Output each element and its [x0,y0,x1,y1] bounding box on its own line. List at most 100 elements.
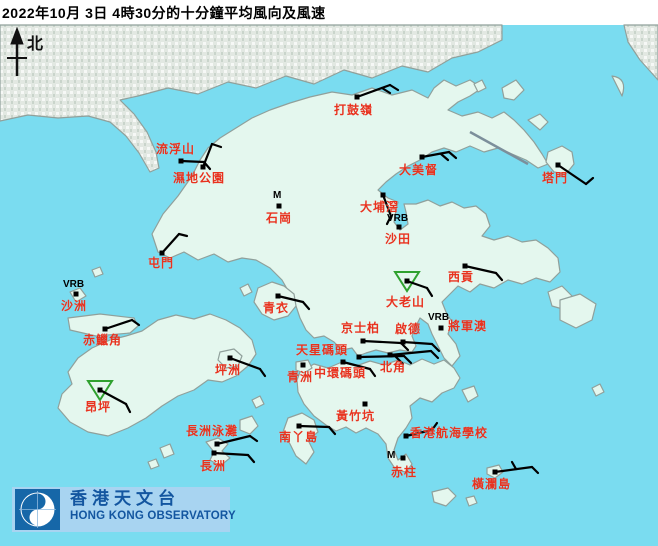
station-dot [300,362,306,368]
high-level-station-triangle [393,271,421,293]
station-dot [73,291,79,297]
wind-barb-staff [341,360,372,371]
station-label: 橫瀾島 [472,477,512,491]
wind-barb-feather [327,425,337,436]
station-dot [492,469,498,475]
station-flag-vrb: VRB [387,213,409,224]
station-label: 打鼓嶺 [334,103,374,117]
plover-cove-dam [469,130,529,166]
station-label: 大埔滘 [360,200,400,214]
wind-barb-staff [228,356,262,371]
wind-barb-feather [210,142,223,149]
station-dot [380,192,386,198]
station-label: 香港航海學校 [410,426,489,440]
station-dot [403,433,409,439]
station-label: 青洲 [287,370,314,384]
wind-barb-staff [215,434,252,446]
station-dot [396,224,402,230]
wind-barb-feather [430,342,441,353]
station-label: 屯門 [148,256,175,270]
station-dot [360,338,366,344]
station-dot [275,293,281,299]
wind-barb-staff [556,163,588,186]
wind-barb-staff [212,451,250,457]
land-tsing-yi [253,281,297,321]
station-dot [400,455,406,461]
wind-barb-staff [405,279,429,290]
wind-barb-feather [530,465,540,475]
station-label: 大美督 [399,163,439,177]
station-label: 長洲泳灘 [186,424,239,438]
station-dot [400,339,406,345]
wind-barb-feather [124,402,132,414]
station-dot [276,203,282,209]
wind-barb-feather [130,318,141,327]
small-islands [69,75,625,507]
land-lantau [57,313,257,437]
wind-barb-staff [388,349,433,357]
station-label: 長洲 [200,459,227,473]
station-flag-vrb: VRB [428,312,450,323]
station-flag-m: M [273,190,282,201]
hko-logo-icon [15,489,60,530]
station-dot [340,359,346,365]
station-dot [159,250,165,256]
station-label: 西貢 [448,270,475,284]
wind-barb-feather [584,176,595,186]
wind-barb-feather [301,300,311,311]
wind-barb-feather [177,232,189,238]
station-dot [462,263,468,269]
wind-barb-feather [388,83,400,92]
station-label: 濕地公園 [173,171,226,185]
station-label: 赤鱲角 [83,333,123,347]
wind-barb-feather [439,152,450,162]
station-label: 沙洲 [61,299,88,313]
wind-barb-feather [380,86,392,95]
station-label: 石崗 [266,211,293,225]
station-dot [362,401,368,407]
wind-barb-feather [447,150,458,160]
hko-logo-chinese: 香港天文台 [70,489,180,508]
wind-barb-feather [494,271,504,282]
station-dot [102,326,108,332]
station-label: 流浮山 [156,142,196,156]
wind-barb-staff [361,339,403,345]
wind-barb-staff [103,318,134,331]
station-label: 中環碼頭 [314,366,367,380]
wind-barb-staff [276,294,305,304]
hko-logo-english: HONG KONG OBSERVATORY [70,510,236,522]
station-label: 天星碼頭 [296,343,349,357]
station-dot [555,162,561,168]
wind-barb-staff [420,150,451,159]
wind-barb-feather [429,349,440,360]
station-dot [178,158,184,164]
station-dot [200,164,206,170]
station-label: 塔門 [542,171,569,185]
wind-barb-staff [381,193,393,218]
wind-barb-feather [248,434,259,443]
land-hk-island [296,358,461,473]
station-label: 京士柏 [341,321,381,335]
hko-logo-banner: 香港天文台 HONG KONG OBSERVATORY [12,487,236,532]
urban-area-northeast [623,24,658,81]
wind-barb-feather [258,367,267,378]
wind-barb-staff [98,388,128,406]
wind-barb-feather [368,367,377,378]
station-label: 啟德 [395,322,422,336]
urban-area-north [0,24,503,173]
wind-barb-staff [493,465,534,474]
station-flag-vrb: VRB [63,279,85,290]
station-dot [227,355,233,361]
wind-barb-staff [355,83,392,99]
station-layer [73,83,595,475]
station-dot [97,387,103,393]
station-label: 昂坪 [85,400,112,414]
wind-barb-staff [201,142,214,169]
wind-barb-staff [404,428,434,438]
high-level-station-triangle [86,380,114,402]
station-dot [438,325,444,331]
north-label: 北 [27,36,44,53]
station-label: 赤柱 [391,465,418,479]
